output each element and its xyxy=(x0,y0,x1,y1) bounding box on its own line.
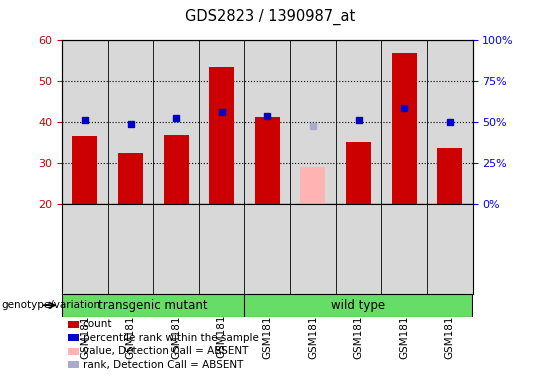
Bar xyxy=(209,67,234,204)
Bar xyxy=(300,167,326,204)
Bar xyxy=(245,294,472,317)
Text: rank, Detection Call = ABSENT: rank, Detection Call = ABSENT xyxy=(83,360,243,370)
Text: GDS2823 / 1390987_at: GDS2823 / 1390987_at xyxy=(185,9,355,25)
Text: transgenic mutant: transgenic mutant xyxy=(98,299,208,312)
Text: value, Detection Call = ABSENT: value, Detection Call = ABSENT xyxy=(83,346,248,356)
Bar xyxy=(72,136,97,204)
Text: genotype/variation: genotype/variation xyxy=(1,300,100,310)
Bar xyxy=(392,53,417,204)
Bar xyxy=(437,149,462,204)
Text: wild type: wild type xyxy=(332,299,386,312)
Bar xyxy=(62,294,245,317)
Bar xyxy=(346,142,371,204)
Text: percentile rank within the sample: percentile rank within the sample xyxy=(83,333,259,343)
Bar xyxy=(255,117,280,204)
Bar xyxy=(118,152,143,204)
Text: count: count xyxy=(83,319,112,329)
Bar xyxy=(164,135,188,204)
